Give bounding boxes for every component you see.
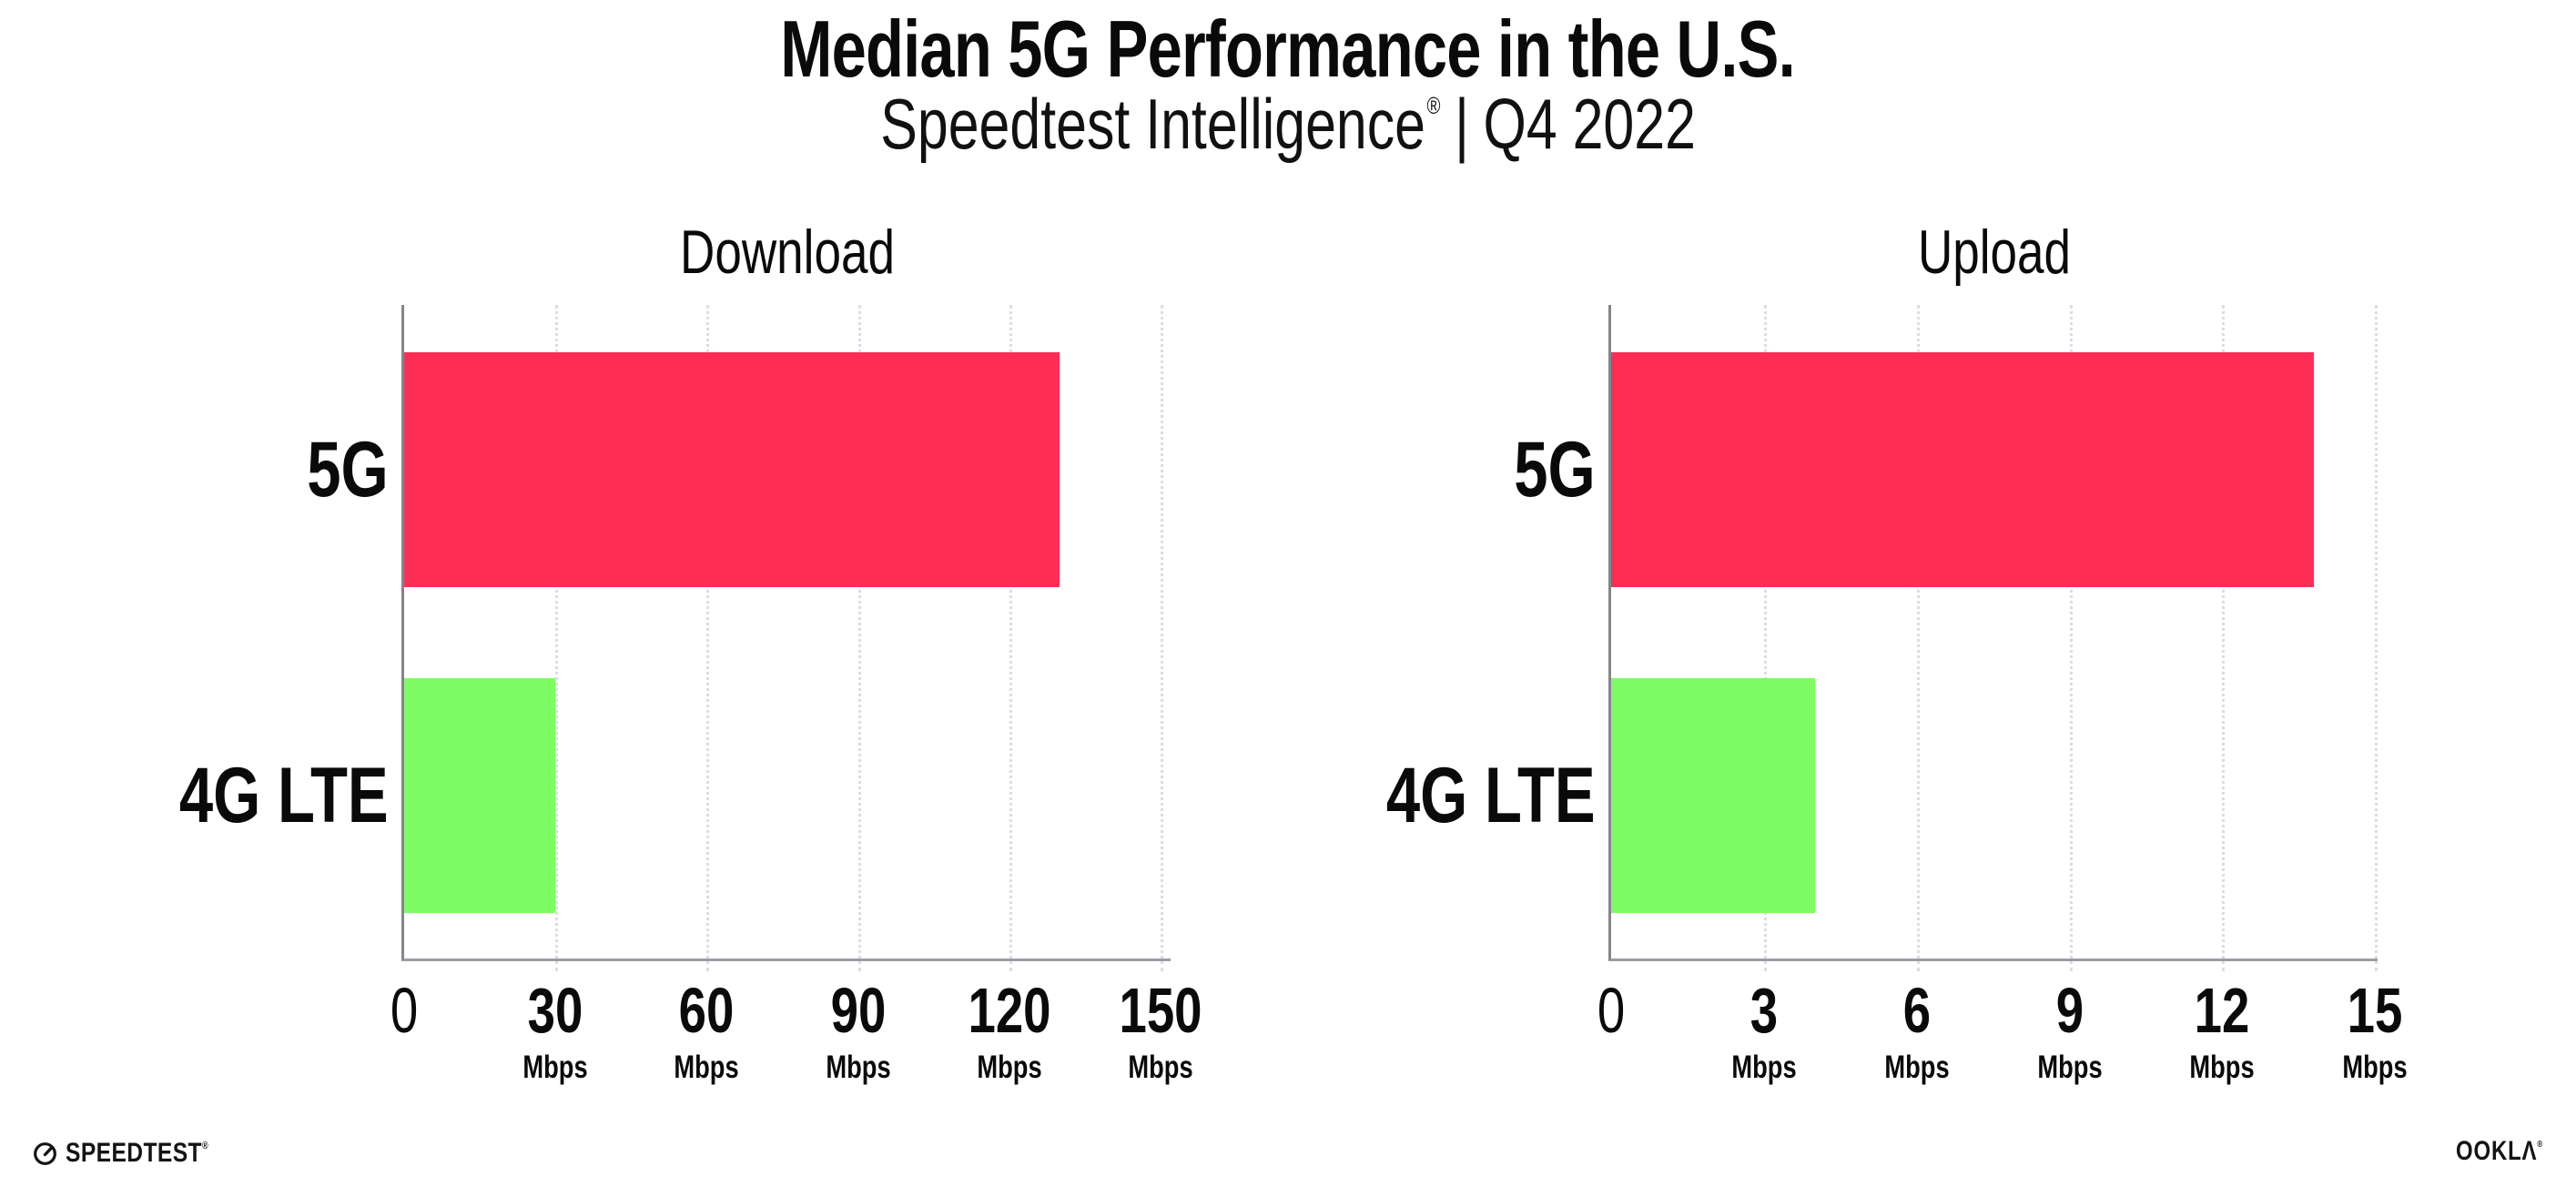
tick-value-label: 15: [2347, 975, 2403, 1046]
bar-4g-lte: [404, 678, 556, 913]
tick-value-label: 0: [1597, 975, 1626, 1046]
tick-unit-label: Mbps: [674, 1050, 740, 1085]
x-axis-tick-0: 0: [1594, 979, 1629, 1042]
gridline-60-mbps: [706, 305, 710, 971]
tick-value-label: 12: [2194, 975, 2250, 1046]
tick-unit-label: Mbps: [2189, 1050, 2256, 1085]
bar-5g: [404, 352, 1060, 587]
bar-5g: [1611, 352, 2315, 587]
tick-unit-label: Mbps: [2342, 1050, 2408, 1085]
x-axis-tick-150: 150 Mbps: [1108, 979, 1214, 1083]
subtitle-separator: |: [1454, 84, 1469, 164]
ookla-wordmark: OOKLΛ: [2455, 1136, 2538, 1166]
x-axis-tick-90: 90 Mbps: [816, 979, 899, 1083]
gridline-15-mbps: [2375, 305, 2378, 971]
subtitle-period: Q4 2022: [1483, 84, 1696, 164]
tick-value-label: 150: [1119, 975, 1202, 1046]
gridline-90-mbps: [857, 305, 861, 971]
tick-value-label: 90: [830, 975, 886, 1046]
bar-4g-lte: [1611, 678, 1815, 913]
tick-unit-label: Mbps: [2036, 1050, 2103, 1085]
tick-unit-label: Mbps: [825, 1050, 891, 1085]
tick-value-label: 30: [527, 975, 583, 1046]
speedtest-wordmark: SPEEDTEST®: [66, 1138, 209, 1168]
tick-unit-label: Mbps: [1128, 1050, 1193, 1085]
tick-unit-label: Mbps: [1884, 1050, 1950, 1085]
tick-value-label: 3: [1749, 975, 1779, 1046]
chart-subtitle: Speedtest Intelligence® | Q4 2022: [0, 84, 2576, 164]
tick-unit-label: Mbps: [1731, 1050, 1797, 1085]
gridline-6-mbps: [1916, 305, 1920, 971]
tick-value-label: 9: [2055, 975, 2084, 1046]
gridline-30-mbps: [555, 305, 559, 971]
download-chart-heading: Download: [680, 218, 895, 287]
tick-value-label: 60: [678, 975, 735, 1046]
gridline-120-mbps: [1009, 305, 1012, 971]
x-axis-tick-15: 15 Mbps: [2333, 979, 2416, 1083]
chart-title: Median 5G Performance in the U.S.: [780, 4, 1797, 94]
gridline-150-mbps: [1160, 305, 1163, 971]
category-label-5g: 5G: [1514, 426, 1596, 513]
tick-value-label: 0: [390, 975, 419, 1046]
x-axis-tick-30: 30 Mbps: [513, 979, 596, 1083]
x-axis-tick-3: 3 Mbps: [1722, 979, 1805, 1083]
x-axis-tick-60: 60 Mbps: [665, 979, 748, 1083]
tick-unit-label: Mbps: [977, 1050, 1042, 1085]
tick-value-label: 120: [968, 975, 1051, 1046]
download-chart-plot-area: Download 5G 4G LTE 0 30 Mbps 60 Mbps 90 Mbps 120 M…: [179, 221, 1202, 1083]
category-label-4g-lte: 4G LTE: [1386, 752, 1596, 839]
category-label-5g: 5G: [307, 426, 389, 513]
gridline-12-mbps: [2222, 305, 2226, 971]
subtitle-brand: Speedtest Intelligence: [880, 84, 1425, 164]
category-label-4g-lte: 4G LTE: [179, 752, 389, 839]
tick-value-label: 6: [1902, 975, 1931, 1046]
upload-chart-heading: Upload: [1917, 218, 2072, 287]
x-axis-tick-12: 12 Mbps: [2181, 979, 2264, 1083]
registered-mark: ®: [1426, 92, 1441, 119]
ookla-registered-mark: ®: [2537, 1140, 2543, 1150]
gridline-3-mbps: [1763, 305, 1767, 971]
x-axis-tick-120: 120 Mbps: [956, 979, 1062, 1083]
speedtest-gauge-icon: [34, 1141, 56, 1165]
ookla-logo: OOKLΛ®: [2456, 1138, 2543, 1165]
gridline-9-mbps: [2069, 305, 2073, 971]
tick-unit-label: Mbps: [522, 1050, 588, 1085]
speedtest-registered-mark: ®: [201, 1141, 209, 1151]
x-axis-tick-0: 0: [387, 979, 422, 1042]
upload-chart-plot-area: Upload 5G 4G LTE 0 3 Mbps 6 Mbps 9 Mbps 12 Mbps 15 M…: [1386, 221, 2408, 1083]
x-axis-tick-6: 6 Mbps: [1875, 979, 1958, 1083]
x-axis-tick-9: 9 Mbps: [2028, 979, 2111, 1083]
speedtest-logo: SPEEDTEST®: [33, 1140, 239, 1167]
